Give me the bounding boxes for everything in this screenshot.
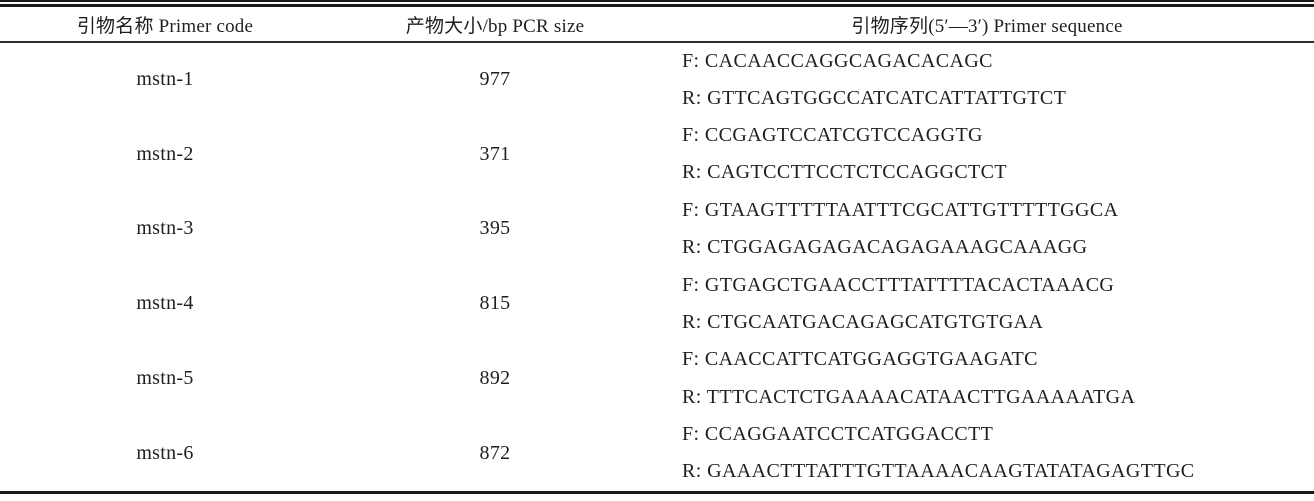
reverse-sequence-cell: R: CTGGAGAGAGACAGAGAAAGCAAAGG <box>682 236 1088 259</box>
table-row: mstn-4 815 F: GTGAGCTGAACCTTTATTTTACACTA… <box>0 266 1314 315</box>
table-row: mstn-2 371 F: CCGAGTCCATCGTCCAGGTG <box>0 117 1314 165</box>
table-row: mstn-6 872 F: CCAGGAATCCTCATGGACCTT <box>0 416 1314 464</box>
table-row: R: CAGTCCTTCCTCTCCAGGCTCT <box>0 154 1314 191</box>
forward-sequence-cell: F: CAACCATTCATGGAGGTGAAGATC <box>682 348 1038 371</box>
table-top-rule-gap <box>0 2 1314 4</box>
pcr-size-cell: 815 <box>479 292 511 315</box>
table-top-rule-thin <box>0 0 1314 2</box>
table-row: mstn-1 977 F: CACAACCAGGCAGACACAGC <box>0 42 1314 91</box>
pcr-size-cell: 395 <box>479 217 511 240</box>
primer-code-cell: mstn-4 <box>136 292 194 315</box>
primer-code-cell: mstn-6 <box>136 441 194 464</box>
table-row: mstn-3 395 F: GTAAGTTTTTAATTTCGCATTGTTTT… <box>0 192 1314 240</box>
primer-code-cell: mstn-5 <box>136 367 194 390</box>
reverse-sequence-cell: R: TTTCACTCTGAAAACATAACTTGAAAAATGA <box>682 385 1136 408</box>
primer-code-cell: mstn-3 <box>136 217 194 240</box>
primers-table: 引物名称 Primer code 产物大小/bp PCR size 引物序列(5… <box>0 7 1314 491</box>
table-row: R: GAAACTTTATTTGTTAAAACAAGTATATAGAGTTGC <box>0 453 1314 490</box>
table-top-rule-thick <box>0 4 1314 7</box>
forward-sequence-cell: F: GTGAGCTGAACCTTTATTTTACACTAAACG <box>682 273 1115 296</box>
reverse-sequence-cell: R: CAGTCCTTCCTCTCCAGGCTCT <box>682 161 1008 184</box>
pcr-size-cell: 371 <box>479 142 511 165</box>
primer-code-cell: mstn-1 <box>136 68 194 91</box>
forward-sequence-cell: F: CCGAGTCCATCGTCCAGGTG <box>682 123 983 146</box>
col-header-primer-sequence: 引物序列(5′—3′) Primer sequence <box>660 7 1314 43</box>
table-header-row: 引物名称 Primer code 产物大小/bp PCR size 引物序列(5… <box>0 7 1314 43</box>
table-row: R: CTGGAGAGAGACAGAGAAAGCAAAGG <box>0 229 1314 266</box>
reverse-sequence-cell: R: GAAACTTTATTTGTTAAAACAAGTATATAGAGTTGC <box>682 460 1195 483</box>
col-header-primer-code: 引物名称 Primer code <box>0 7 330 43</box>
pcr-size-cell: 872 <box>479 441 511 464</box>
col-header-pcr-size: 产物大小/bp PCR size <box>330 7 660 43</box>
table-row: R: GTTCAGTGGCCATCATCATTATTGTCT <box>0 79 1314 116</box>
pcr-size-cell: 892 <box>479 367 511 390</box>
table-row: R: TTTCACTCTGAAAACATAACTTGAAAAATGA <box>0 379 1314 416</box>
pcr-size-cell: 977 <box>479 68 511 91</box>
reverse-sequence-cell: R: GTTCAGTGGCCATCATCATTATTGTCT <box>682 86 1067 109</box>
forward-sequence-cell: F: CCAGGAATCCTCATGGACCTT <box>682 423 994 446</box>
forward-sequence-cell: F: GTAAGTTTTTAATTTCGCATTGTTTTTGGCA <box>682 198 1119 221</box>
table-row: R: CTGCAATGACAGAGCATGTGTGAA <box>0 304 1314 341</box>
table-bottom-rule <box>0 490 1314 494</box>
table-row: mstn-5 892 F: CAACCATTCATGGAGGTGAAGATC <box>0 341 1314 389</box>
forward-sequence-cell: F: CACAACCAGGCAGACACAGC <box>682 49 993 72</box>
primer-code-cell: mstn-2 <box>136 142 194 165</box>
reverse-sequence-cell: R: CTGCAATGACAGAGCATGTGTGAA <box>682 310 1044 333</box>
